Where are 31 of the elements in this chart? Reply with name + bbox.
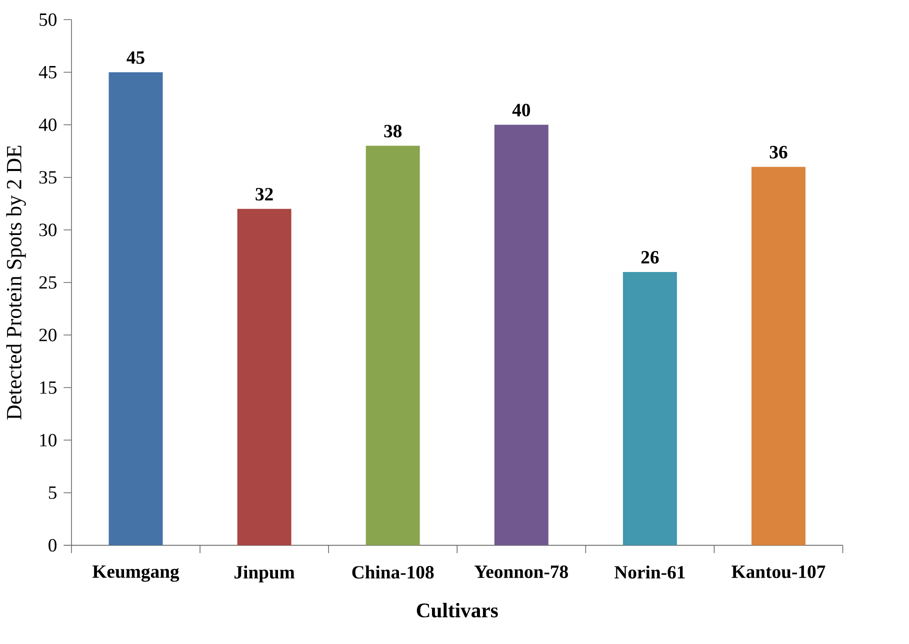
- x-tick-label: Keumgang: [92, 566, 180, 582]
- y-tick-label: 50: [40, 14, 56, 26]
- x-tick-label: Jinpum: [234, 566, 295, 583]
- y-tick-label: 40: [38, 118, 56, 132]
- data-label: 32: [256, 188, 273, 201]
- bar: [622, 272, 677, 546]
- data-label: 40: [512, 104, 530, 117]
- data-label: 38: [384, 125, 402, 138]
- y-tick-label: 20: [39, 328, 56, 342]
- y-tick-label: 35: [39, 171, 56, 184]
- bar: [237, 209, 292, 546]
- y-tick-label: 25: [39, 276, 56, 289]
- y-tick-label: 5: [48, 486, 56, 500]
- x-tick-label: Yeonnon-78: [474, 566, 568, 578]
- y-tick-label: 45: [38, 66, 56, 79]
- y-tick-label: 15: [40, 382, 56, 394]
- data-label: 26: [641, 251, 659, 264]
- data-label: 36: [770, 146, 788, 159]
- y-tick-label: 30: [39, 224, 56, 236]
- x-tick-label: China-108: [352, 566, 434, 579]
- y-tick-label: 0: [48, 539, 56, 552]
- x-axis-title: Cultivars: [416, 603, 498, 618]
- bar: [751, 167, 806, 546]
- data-label: 45: [126, 52, 144, 64]
- x-tick-label: Kantou-107: [732, 566, 826, 578]
- y-axis-title: Detected Protein Spots by 2 DE: [6, 146, 26, 420]
- bar: [494, 124, 548, 546]
- bar: [366, 146, 420, 546]
- y-tick-label: 10: [40, 434, 56, 447]
- x-tick-label: Norin-61: [614, 566, 685, 579]
- bar: [108, 72, 163, 546]
